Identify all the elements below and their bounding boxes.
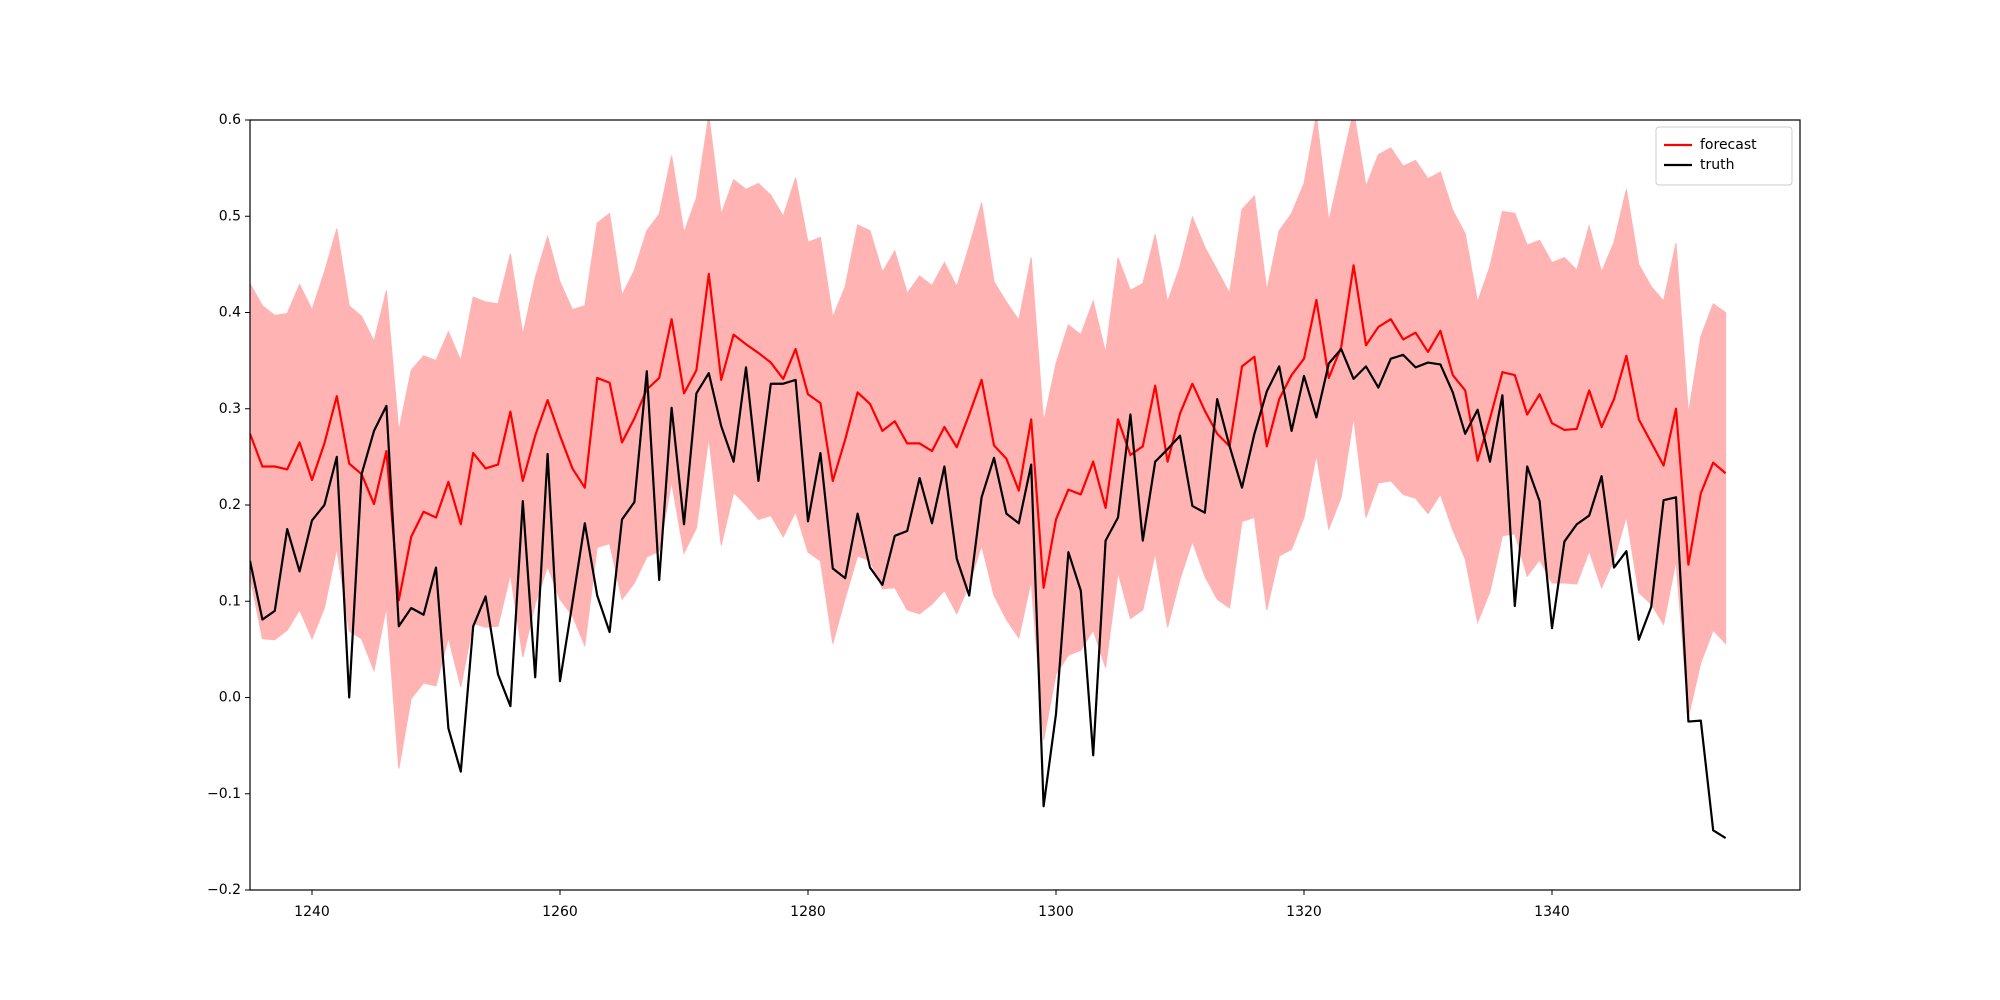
y-tick-label: −0.2 bbox=[207, 882, 241, 898]
y-tick-label: 0.0 bbox=[219, 690, 241, 706]
y-tick-label: 0.5 bbox=[219, 208, 241, 224]
x-tick-label: 1240 bbox=[294, 904, 330, 920]
series-line bbox=[250, 347, 1727, 839]
y-tick-label: 0.2 bbox=[219, 497, 241, 513]
x-tick-label: 1320 bbox=[1286, 904, 1322, 920]
y-tick-label: 0.3 bbox=[219, 401, 241, 417]
series-line bbox=[250, 264, 1727, 602]
legend-box bbox=[1655, 126, 1793, 186]
x-tick-label: 1300 bbox=[1038, 904, 1074, 920]
y-tick-label: 0.4 bbox=[219, 305, 241, 321]
x-tick-label: 1280 bbox=[790, 904, 826, 920]
plot-area bbox=[250, 120, 1727, 839]
y-tick-label: 0.6 bbox=[219, 112, 241, 128]
y-tick-label: 0.1 bbox=[219, 593, 241, 609]
legend-label: truth bbox=[1700, 157, 1734, 173]
legend-label: forecast bbox=[1700, 137, 1757, 153]
x-tick-label: 1340 bbox=[1534, 904, 1570, 920]
x-tick-label: 1260 bbox=[542, 904, 578, 920]
y-tick-label: −0.1 bbox=[207, 786, 241, 802]
